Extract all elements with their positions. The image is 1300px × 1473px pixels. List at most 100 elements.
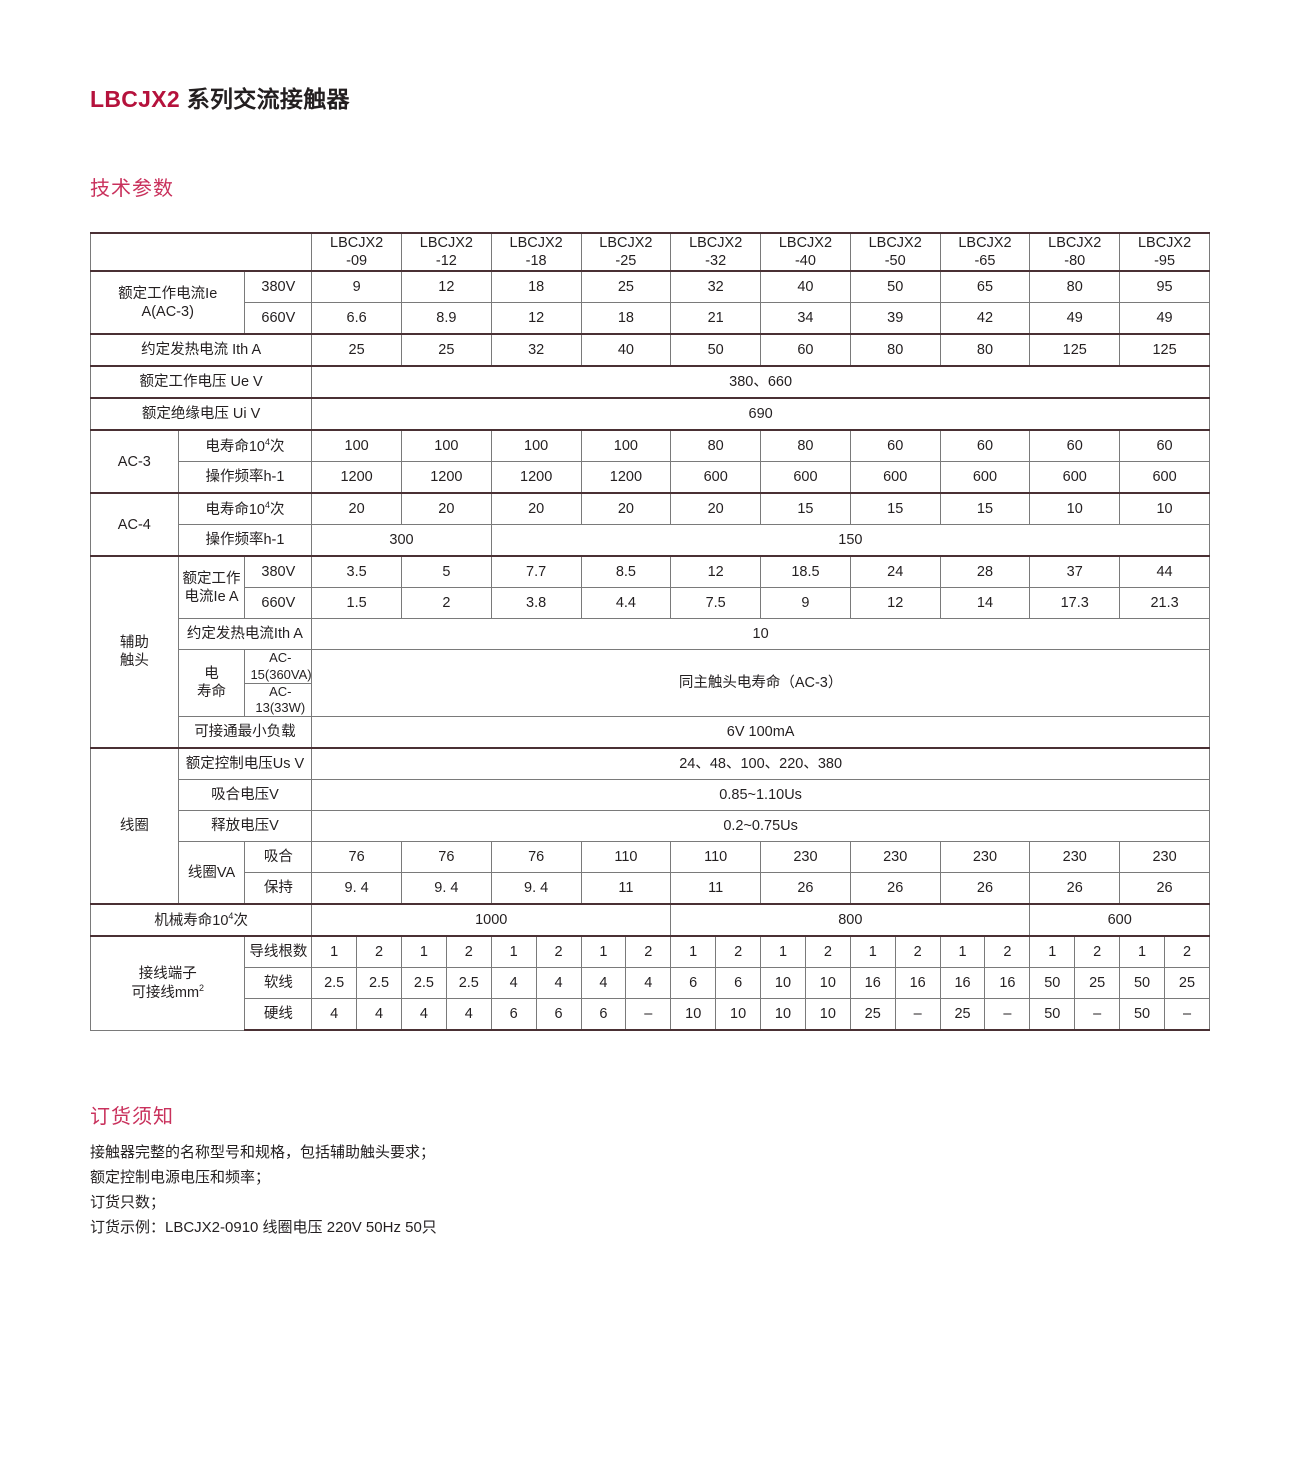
cell-ac3freq-2: 1200 [490, 461, 582, 494]
cell-softwire-13: 16 [894, 967, 941, 1000]
label-ac4: AC-4 [90, 492, 179, 557]
cell-softwire-7: 4 [625, 967, 672, 1000]
label-380v-main: 380V [244, 270, 313, 304]
cell-wirecount-10: 1 [760, 935, 806, 969]
cell-ac4life-4: 20 [670, 492, 762, 526]
cell-softwire-8: 6 [670, 967, 717, 1000]
label-coil: 线圈 [90, 747, 179, 905]
cell-ac4life-6: 15 [849, 492, 941, 526]
table-row-hard-wire: 硬线 4 4 4 4 6 6 6 – 10 10 10 10 25 – 25 –… [91, 998, 1211, 1032]
cell-hardwire-18: 50 [1119, 998, 1165, 1032]
label-min-load: 可接通最小负载 [177, 716, 313, 749]
cell-mech-life-3: 600 [1029, 903, 1210, 937]
label-hard-wire: 硬线 [244, 998, 313, 1032]
cell-ie660-8: 49 [1029, 302, 1121, 335]
cell-mech-life-2: 800 [670, 903, 1031, 937]
cell-release-voltage-value: 0.2~0.75Us [311, 810, 1210, 843]
cell-auxie660-2: 3.8 [490, 587, 582, 620]
cell-ac3freq-0: 1200 [311, 461, 402, 494]
cell-ith-5: 60 [760, 333, 851, 367]
cell-auxie380-9: 44 [1119, 555, 1210, 589]
header-corner-cell [89, 231, 313, 272]
cell-softwire-15: 16 [984, 967, 1031, 1000]
cell-ie380-0: 9 [311, 270, 402, 304]
label-pickup-voltage: 吸合电压V [177, 779, 313, 812]
table-row-aux-ac13: AC-13(33W) [91, 682, 1210, 718]
order-notice-item-0: 接触器完整的名称型号和规格，包括辅助触头要求； [90, 1144, 436, 1161]
cell-auxie660-8: 17.3 [1029, 587, 1121, 620]
cell-hardwire-19: – [1163, 998, 1211, 1032]
cell-hardwire-5: 6 [535, 998, 582, 1032]
cell-ac4freq-left: 300 [311, 524, 492, 557]
model-header-1: LBCJX2 -12 [400, 231, 492, 272]
table-row-ac3-freq: 操作频率h-1 1200 1200 1200 1200 600 600 600 … [91, 461, 1210, 494]
cell-us-value: 24、48、100、220、380 [311, 747, 1210, 781]
cell-ie660-6: 39 [849, 302, 941, 335]
cell-wirecount-18: 1 [1119, 935, 1165, 969]
label-coil-pickup: 吸合 [244, 841, 313, 874]
label-ac13: AC-13(33W) [244, 682, 313, 718]
cell-softwire-1: 2.5 [356, 967, 402, 1000]
cell-coilpickup-3: 110 [580, 841, 672, 874]
label-ac3-operating-frequency: 操作频率h-1 [177, 461, 313, 494]
cell-ith-0: 25 [311, 333, 402, 367]
cell-softwire-18: 50 [1119, 967, 1165, 1000]
cell-hardwire-6: 6 [580, 998, 627, 1032]
label-rated-working-voltage: 额定工作电压 Ue V [89, 365, 313, 399]
cell-ac3freq-3: 1200 [580, 461, 672, 494]
cell-ie660-5: 34 [760, 302, 851, 335]
cell-softwire-10: 10 [760, 967, 806, 1000]
cell-ac3freq-6: 600 [849, 461, 941, 494]
cell-ac4life-7: 15 [939, 492, 1031, 526]
cell-auxie380-0: 3.5 [311, 555, 402, 589]
table-row-us: 线圈 额定控制电压Us V 24、48、100、220、380 [90, 747, 1210, 905]
cell-wirecount-6: 1 [580, 935, 627, 969]
table-row-aux-ith: 约定发热电流Ith A 10 [91, 618, 1210, 651]
model-header-8: LBCJX2 -80 [1029, 231, 1121, 272]
cell-wirecount-8: 1 [670, 935, 717, 969]
label-wire-count: 导线根数 [244, 935, 313, 969]
table-row-ie-380: 额定工作电流Ie A(AC-3) 380V 9 12 18 25 32 40 5… [89, 270, 1210, 335]
cell-pickup-voltage-value: 0.85~1.10Us [311, 779, 1210, 812]
cell-wirecount-1: 2 [356, 935, 402, 969]
cell-ie380-7: 65 [939, 270, 1031, 304]
cell-ac4freq-right: 150 [490, 524, 1211, 557]
cell-softwire-9: 6 [715, 967, 762, 1000]
order-notice-item-1: 额定控制电源电压和频率； [90, 1169, 271, 1186]
table-row-min-load: 可接通最小负载 6V 100mA [91, 716, 1210, 749]
table-row-ue: 额定工作电压 Ue V 380、660 [89, 365, 1210, 399]
cell-ith-1: 25 [400, 333, 492, 367]
table-row-mechanical-life: 机械寿命104次 1000 800 600 [89, 903, 1210, 937]
cell-coilpickup-7: 230 [939, 841, 1031, 874]
cell-ie380-9: 95 [1119, 270, 1210, 304]
cell-coilhold-8: 26 [1029, 872, 1121, 905]
cell-aux-ith-value: 10 [311, 618, 1210, 651]
table-row-ac4-freq: 操作频率h-1 300 150 [91, 524, 1211, 557]
cell-ac4life-0: 20 [311, 492, 402, 526]
cell-ac3freq-4: 600 [670, 461, 762, 494]
cell-hardwire-8: 10 [670, 998, 717, 1032]
cell-wirecount-3: 2 [445, 935, 492, 969]
table-row-aux-ie660: 660V 1.5 2 3.8 4.4 7.5 9 12 14 17.3 21.3 [91, 587, 1210, 620]
cell-ui-value: 690 [311, 397, 1210, 431]
cell-ac3life-1: 100 [400, 429, 492, 463]
cell-auxie380-8: 37 [1029, 555, 1121, 589]
cell-coilpickup-6: 230 [849, 841, 941, 874]
cell-ac4life-8: 10 [1029, 492, 1121, 526]
cell-ac4life-1: 20 [400, 492, 492, 526]
cell-softwire-11: 10 [804, 967, 851, 1000]
cell-hardwire-9: 10 [715, 998, 762, 1032]
model-header-7: LBCJX2 -65 [939, 231, 1031, 272]
cell-ie380-1: 12 [400, 270, 492, 304]
cell-ie380-6: 50 [849, 270, 941, 304]
cell-coilhold-2: 9. 4 [490, 872, 582, 905]
cell-softwire-4: 4 [490, 967, 537, 1000]
table-row-soft-wire: 软线 2.5 2.5 2.5 2.5 4 4 4 4 6 6 10 10 16 … [91, 967, 1211, 1000]
label-380v-aux: 380V [244, 555, 313, 589]
cell-ie660-4: 21 [670, 302, 762, 335]
label-conventional-heating-current: 约定发热电流 Ith A [89, 333, 313, 367]
cell-coilpickup-5: 230 [760, 841, 851, 874]
page-title: LBCJX2 系列交流接触器 [90, 80, 350, 114]
cell-softwire-2: 2.5 [400, 967, 447, 1000]
